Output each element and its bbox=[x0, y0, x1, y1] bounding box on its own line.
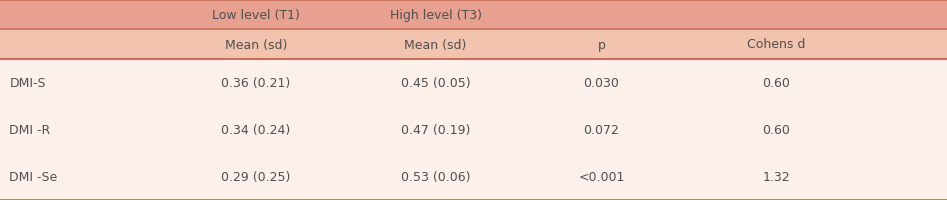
Text: 0.030: 0.030 bbox=[583, 77, 619, 90]
Bar bbox=[0, 0, 947, 30]
Text: <0.001: <0.001 bbox=[579, 170, 624, 183]
Bar bbox=[0, 106, 947, 153]
Text: Mean (sd): Mean (sd) bbox=[224, 38, 287, 51]
Text: 0.60: 0.60 bbox=[762, 77, 791, 90]
Text: 0.072: 0.072 bbox=[583, 123, 619, 136]
Text: DMI -R: DMI -R bbox=[9, 123, 51, 136]
Text: DMI -Se: DMI -Se bbox=[9, 170, 58, 183]
Bar bbox=[0, 30, 947, 60]
Text: 0.36 (0.21): 0.36 (0.21) bbox=[221, 77, 291, 90]
Text: DMI-S: DMI-S bbox=[9, 77, 46, 90]
Text: High level (T3): High level (T3) bbox=[389, 8, 482, 21]
Text: Mean (sd): Mean (sd) bbox=[404, 38, 467, 51]
Text: Low level (T1): Low level (T1) bbox=[212, 8, 299, 21]
Text: 0.60: 0.60 bbox=[762, 123, 791, 136]
Text: Cohens d: Cohens d bbox=[747, 38, 806, 51]
Text: 0.47 (0.19): 0.47 (0.19) bbox=[401, 123, 471, 136]
Bar bbox=[0, 153, 947, 200]
Text: 0.29 (0.25): 0.29 (0.25) bbox=[221, 170, 291, 183]
Text: 0.53 (0.06): 0.53 (0.06) bbox=[401, 170, 471, 183]
Bar bbox=[0, 60, 947, 106]
Text: 0.34 (0.24): 0.34 (0.24) bbox=[221, 123, 291, 136]
Text: 1.32: 1.32 bbox=[762, 170, 791, 183]
Text: 0.45 (0.05): 0.45 (0.05) bbox=[401, 77, 471, 90]
Text: p: p bbox=[598, 38, 605, 51]
